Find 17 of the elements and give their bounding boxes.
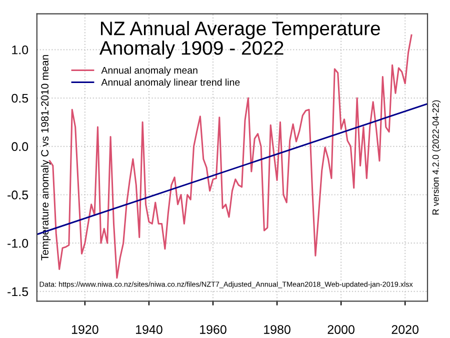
x-tick-label: 1980 [264, 325, 290, 334]
x-tick-label: 2000 [328, 325, 354, 334]
x-tick-label: 2020 [392, 325, 419, 334]
x-tick-label: 1960 [200, 325, 226, 334]
y-tick-label: 0.0 [12, 142, 28, 152]
legend-label: Annual anomaly linear trend line [101, 78, 240, 88]
text: R version 4.2.0 (2022-04-22) [432, 100, 441, 214]
x-tick-label: 1920 [72, 325, 98, 334]
y-tick-label: -1.5 [8, 287, 28, 296]
y-axis-title: Temperature anomaly C vs 1981-2010 mean [40, 55, 51, 260]
y-tick-label: -0.5 [8, 190, 28, 200]
y-tick-label: 1.0 [12, 45, 28, 54]
y-tick-label: -1.0 [8, 238, 28, 248]
text: NZ Annual Average Temperature Anomaly 1909 - 2022 [99, 21, 380, 59]
y-tick-label: 0.5 [12, 94, 28, 103]
legend-label: Annual anomaly mean [101, 66, 198, 76]
x-tick-label: 1940 [136, 325, 162, 334]
